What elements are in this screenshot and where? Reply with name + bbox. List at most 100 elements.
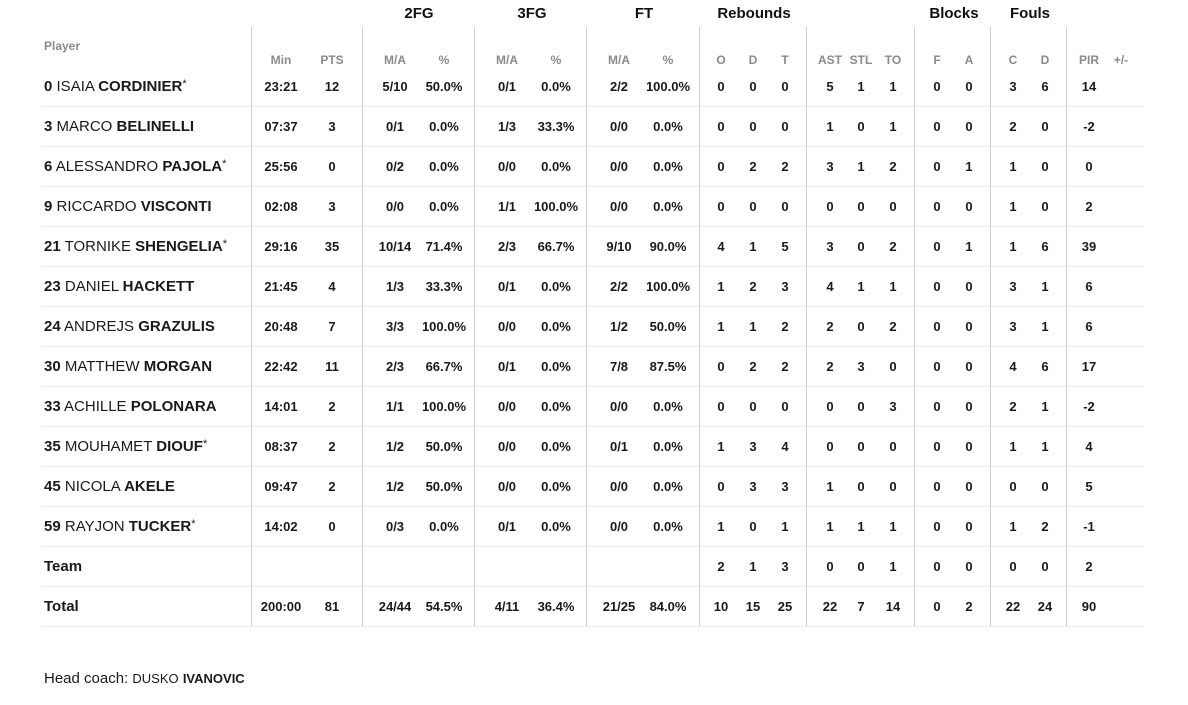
row-divider <box>43 426 1143 427</box>
stat-foul-d: 2 <box>1041 519 1049 534</box>
player-name[interactable]: 24 ANDREJS GRAZULIS <box>44 307 215 347</box>
stat-reb-o: 0 <box>717 359 725 374</box>
total-row: Total 200:00 81 24/44 54.5% 4/11 36.4% 21/25 84.… <box>0 587 1188 627</box>
table-row[interactable]: 6 ALESSANDRO PAJOLA* 25:56 0 0/2 0.0% 0/0 0.0%… <box>0 147 1188 187</box>
player-name[interactable]: 6 ALESSANDRO PAJOLA* <box>44 147 226 187</box>
stat-reb-d: 0 <box>749 79 757 94</box>
stat-foul-c: 3 <box>1009 319 1017 334</box>
table-row[interactable]: 21 TORNIKE SHENGELIA* 29:16 35 10/14 71.4% 2/… <box>0 227 1188 267</box>
stat-pts: 12 <box>324 79 340 94</box>
player-name[interactable]: 33 ACHILLE POLONARA <box>44 387 217 427</box>
table-row[interactable]: 45 NICOLA AKELE 09:47 2 1/2 50.0% 0/0 0.0% 0/0 0… <box>0 467 1188 507</box>
stat-foul-d: 6 <box>1041 359 1049 374</box>
table-row[interactable]: 24 ANDREJS GRAZULIS 20:48 7 3/3 100.0% 0/0 0.0… <box>0 307 1188 347</box>
row-divider <box>43 186 1143 187</box>
player-first-name: NICOLA <box>64 478 120 495</box>
player-name[interactable]: 0 ISAIA CORDINIER* <box>44 67 187 107</box>
stat-pir: -2 <box>1083 399 1095 414</box>
table-row[interactable]: 30 MATTHEW MORGAN 22:42 11 2/3 66.7% 0/1 0.0% 7… <box>0 347 1188 387</box>
stat-reb-d: 3 <box>749 439 757 454</box>
stat-ft-ma: 0/0 <box>609 199 629 214</box>
column-header-foul-c: C <box>1008 53 1018 67</box>
table-row[interactable]: 33 ACHILLE POLONARA 14:01 2 1/1 100.0% 0/0 0.0… <box>0 387 1188 427</box>
starter-marker: * <box>202 438 208 450</box>
stat-ast: 1 <box>826 119 834 134</box>
stat-foul-d: 0 <box>1041 479 1049 494</box>
table-row[interactable]: 59 RAYJON TUCKER* 14:02 0 0/3 0.0% 0/1 0.0% 0/0… <box>0 507 1188 547</box>
player-name[interactable]: 59 RAYJON TUCKER* <box>44 507 196 547</box>
player-name[interactable]: 21 TORNIKE SHENGELIA* <box>44 227 227 267</box>
stat-foul-c: 1 <box>1009 239 1017 254</box>
head-coach-first-name: DUSKO <box>132 671 179 686</box>
stat-to: 0 <box>889 359 897 374</box>
table-row[interactable]: 9 RICCARDO VISCONTI 02:08 3 0/0 0.0% 1/1 100.0… <box>0 187 1188 227</box>
stat-ft-pct: 0.0% <box>653 119 683 134</box>
stat-reb-o: 0 <box>717 159 725 174</box>
stat-fg2-ma: 2/3 <box>385 359 405 374</box>
stat-pts: 0 <box>328 159 336 174</box>
stat-ast: 22 <box>822 599 838 614</box>
player-name[interactable]: 45 NICOLA AKELE <box>44 467 175 507</box>
row-divider <box>43 386 1143 387</box>
stat-reb-d: 1 <box>749 239 757 254</box>
group-header-rebounds: Rebounds <box>717 5 791 22</box>
stat-ft-ma: 2/2 <box>609 279 629 294</box>
team-row: Team 2 1 3 0 0 1 0 0 0 0 2 <box>0 547 1188 587</box>
stat-foul-d: 0 <box>1041 159 1049 174</box>
starter-marker: * <box>222 158 227 170</box>
stat-foul-d: 0 <box>1041 119 1049 134</box>
table-row[interactable]: 35 MOUHAMET DIOUF* 08:37 2 1/2 50.0% 0/0 0.0% 0… <box>0 427 1188 467</box>
player-name[interactable]: 3 MARCO BELINELLI <box>44 107 194 147</box>
stat-ft-ma: 0/0 <box>609 479 629 494</box>
stat-reb-d: 1 <box>749 319 757 334</box>
stat-pts: 35 <box>324 239 340 254</box>
stat-blk-a: 0 <box>965 479 973 494</box>
table-row[interactable]: 3 MARCO BELINELLI 07:37 3 0/1 0.0% 1/3 33.3% 0/… <box>0 107 1188 147</box>
stat-fg2-ma: 3/3 <box>385 319 405 334</box>
player-name[interactable]: 23 DANIEL HACKETT <box>44 267 194 307</box>
stat-reb-o: 1 <box>717 279 725 294</box>
player-first-name: ANDREJS <box>64 318 135 335</box>
stat-min: 21:45 <box>264 279 298 294</box>
stat-stl: 0 <box>857 399 865 414</box>
stat-foul-c: 22 <box>1005 599 1021 614</box>
stat-stl: 1 <box>857 79 865 94</box>
stat-ft-ma: 0/0 <box>609 119 629 134</box>
stat-ast: 2 <box>826 359 834 374</box>
stat-min: 22:42 <box>264 359 298 374</box>
stat-ft-ma: 7/8 <box>609 359 629 374</box>
stat-fg2-pct: 66.7% <box>425 359 463 374</box>
row-divider <box>43 546 1143 547</box>
stat-fg2-ma: 0/0 <box>385 199 405 214</box>
stat-to: 2 <box>889 319 897 334</box>
stat-to: 3 <box>889 399 897 414</box>
player-last-name: MORGAN <box>143 358 213 375</box>
stat-to: 1 <box>889 79 897 94</box>
player-number: 6 <box>44 158 53 175</box>
stat-blk-f: 0 <box>933 559 941 574</box>
table-row[interactable]: 0 ISAIA CORDINIER* 23:21 12 5/10 50.0% 0/1 0.0… <box>0 67 1188 107</box>
stat-stl: 0 <box>857 319 865 334</box>
stat-fg3-pct: 0.0% <box>541 279 571 294</box>
stat-reb-d: 2 <box>749 359 757 374</box>
player-name[interactable]: 35 MOUHAMET DIOUF* <box>44 427 207 467</box>
player-first-name: MARCO <box>56 118 113 135</box>
player-name[interactable]: 9 RICCARDO VISCONTI <box>44 187 212 227</box>
player-column-header: Player <box>44 39 81 53</box>
stat-to: 1 <box>889 519 897 534</box>
stat-blk-a: 0 <box>965 79 973 94</box>
stat-fg2-pct: 33.3% <box>425 279 463 294</box>
stat-stl: 3 <box>857 359 865 374</box>
stat-fg2-pct: 54.5% <box>425 599 463 614</box>
player-number: 45 <box>44 478 61 495</box>
stat-fg3-ma: 0/0 <box>497 439 517 454</box>
stat-fg3-pct: 33.3% <box>537 119 575 134</box>
stat-fg3-pct: 36.4% <box>537 599 575 614</box>
table-row[interactable]: 23 DANIEL HACKETT 21:45 4 1/3 33.3% 0/1 0.0% 2/… <box>0 267 1188 307</box>
stat-blk-f: 0 <box>933 119 941 134</box>
stat-blk-f: 0 <box>933 519 941 534</box>
player-name[interactable]: 30 MATTHEW MORGAN <box>44 347 212 387</box>
stat-reb-d: 0 <box>749 119 757 134</box>
stat-reb-t: 3 <box>781 559 789 574</box>
row-divider <box>43 266 1143 267</box>
